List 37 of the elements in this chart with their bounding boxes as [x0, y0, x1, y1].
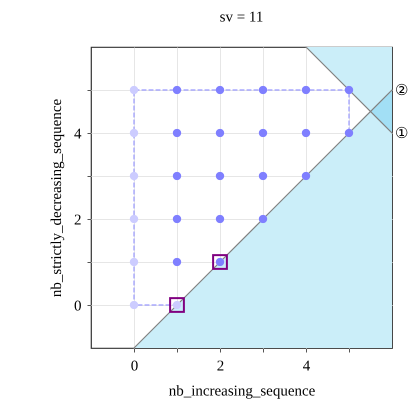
point: [172, 86, 182, 94]
point: [130, 172, 138, 180]
y-tick-label: 0: [74, 298, 82, 314]
point: [216, 86, 224, 94]
x-tick-label: 2: [216, 358, 224, 374]
point: [344, 128, 354, 138]
point: [344, 86, 354, 94]
point: [172, 214, 182, 224]
point: [212, 254, 228, 270]
point: [130, 214, 138, 224]
point: [169, 297, 185, 313]
y-axis-title: nb_strictly_decreasing_sequence: [49, 98, 65, 298]
point: [302, 86, 310, 94]
y-tick-label: 2: [74, 212, 82, 228]
point: [302, 172, 310, 180]
x-tick-label: 4: [302, 358, 311, 374]
point: [172, 258, 182, 266]
point: [258, 172, 268, 180]
series-label: ①: [395, 124, 408, 142]
point: [130, 86, 138, 94]
y-tick-label: 4: [74, 126, 82, 142]
point: [172, 128, 182, 138]
x-axis-title: nb_increasing_sequence: [168, 384, 316, 400]
chart-title: sv = 11: [220, 9, 264, 26]
point: [258, 86, 268, 94]
point: [130, 258, 138, 266]
point: [130, 300, 138, 310]
point: [130, 128, 138, 138]
point: [172, 172, 182, 180]
point: [258, 214, 268, 224]
point: [216, 172, 224, 180]
point: [216, 128, 224, 138]
series-label: ②: [395, 81, 408, 99]
point: [258, 128, 268, 138]
x-tick-label: 0: [130, 358, 138, 374]
point: [302, 128, 310, 138]
point: [216, 214, 224, 224]
